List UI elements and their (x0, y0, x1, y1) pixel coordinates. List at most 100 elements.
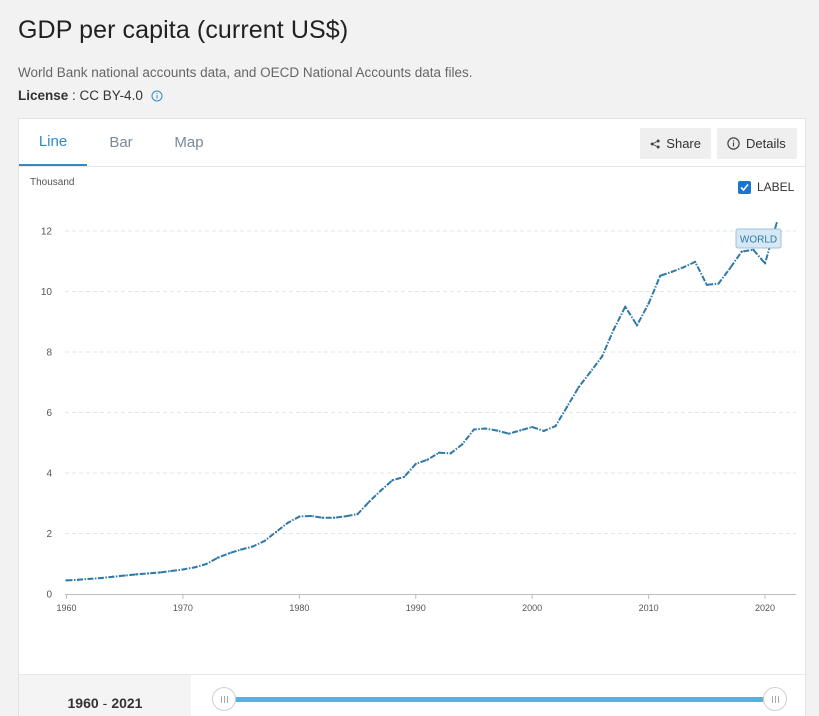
data-point (333, 516, 336, 519)
range-display: 1960 - 2021 (19, 675, 191, 716)
info-circle-icon (727, 137, 740, 150)
y-tick-label: 0 (46, 590, 52, 601)
data-point (356, 513, 359, 516)
info-icon[interactable] (151, 90, 163, 102)
data-point (728, 267, 732, 270)
share-icon (650, 139, 660, 148)
data-point (263, 539, 266, 543)
series-layer (65, 222, 778, 582)
grip-icon (771, 695, 779, 703)
data-point (577, 385, 580, 389)
x-tick-label: 2010 (639, 603, 659, 613)
data-point (472, 428, 476, 431)
grip-icon (220, 695, 228, 703)
data-point (100, 576, 103, 580)
source-note: World Bank national accounts data, and O… (18, 65, 473, 80)
axis-layer: Thousand 0 2 4 6 8 10 12 1960 1970 1980 1990 2000 201… (30, 177, 796, 613)
label-checkbox[interactable] (738, 180, 751, 194)
y-tick-label: 12 (41, 227, 53, 238)
chart-panel: Line Bar Map Share Details Thousand 0 2 4 6 8… (18, 118, 806, 716)
data-point (298, 515, 301, 518)
data-point (286, 521, 289, 525)
x-tick-label: 2020 (755, 603, 775, 613)
page-title: GDP per capita (current US$) (18, 16, 349, 44)
x-tick-label: 1970 (173, 603, 193, 613)
data-point (647, 302, 650, 305)
data-point (717, 282, 720, 285)
label-toggle[interactable]: LABEL (738, 180, 794, 194)
data-point (694, 260, 697, 263)
range-footer: 1960 - 2021 (19, 674, 805, 716)
data-point (589, 370, 592, 374)
tab-divider (19, 166, 805, 167)
data-point (752, 248, 755, 251)
data-point (158, 571, 161, 574)
data-point (519, 429, 522, 432)
data-point (763, 262, 767, 265)
x-tick-label: 1960 (56, 603, 76, 613)
data-point (379, 489, 382, 492)
share-button[interactable]: Share (640, 128, 711, 159)
data-point (368, 500, 371, 503)
data-point (88, 577, 91, 580)
tab-map[interactable]: Map (174, 134, 204, 151)
y-axis-title: Thousand (30, 177, 74, 188)
data-point (484, 427, 487, 430)
label-toggle-text: LABEL (757, 180, 795, 194)
data-point (612, 328, 615, 331)
range-slider-track[interactable] (224, 697, 779, 702)
data-point (635, 324, 639, 327)
data-point (531, 425, 534, 429)
label-layer: WORLD (735, 228, 782, 249)
data-point (391, 479, 394, 482)
range-end: 2021 (111, 694, 143, 711)
y-tick-label: 10 (41, 287, 53, 298)
data-point (565, 405, 569, 408)
data-point (205, 562, 208, 566)
data-point (216, 556, 219, 559)
details-label: Details (746, 136, 786, 151)
y-tick-label: 6 (46, 408, 52, 419)
data-point (228, 552, 231, 555)
series-line-world (66, 222, 778, 582)
data-point (414, 462, 417, 466)
data-point (461, 443, 464, 446)
data-point (449, 452, 452, 455)
check-icon (740, 183, 749, 191)
x-tick-label: 2000 (522, 603, 542, 613)
data-point (274, 530, 278, 534)
data-point (146, 572, 150, 575)
tab-line[interactable]: Line (19, 119, 87, 166)
data-point (135, 573, 138, 576)
data-point (682, 266, 685, 269)
series-label-world: WORLD (735, 228, 782, 249)
license-label: License (18, 88, 69, 103)
range-start: 1960 (67, 694, 99, 711)
data-point (740, 250, 743, 253)
details-button[interactable]: Details (717, 128, 797, 159)
license-value: CC BY-4.0 (79, 88, 143, 103)
data-point (170, 569, 173, 573)
license-separator: : (68, 88, 80, 103)
grid-layer (65, 230, 796, 534)
data-point (554, 425, 557, 428)
y-tick-label: 8 (46, 348, 52, 359)
data-point (403, 475, 406, 479)
data-point (659, 274, 662, 277)
data-point (111, 575, 115, 578)
data-point (542, 429, 545, 433)
data-point (309, 514, 313, 518)
tab-bar[interactable]: Bar (109, 134, 133, 151)
view-tabs: Line Bar Map (19, 119, 223, 167)
data-point (670, 270, 673, 273)
range-slider-start-handle[interactable] (212, 687, 236, 711)
data-point (437, 451, 441, 454)
data-point (775, 222, 778, 225)
data-point (426, 458, 429, 461)
data-point (600, 355, 604, 358)
range-slider-end-handle[interactable] (763, 687, 787, 711)
line-chart: Thousand 0 2 4 6 8 10 12 1960 1970 1980 1990 2000 201… (30, 177, 796, 613)
data-point (321, 516, 324, 519)
data-point (344, 515, 347, 518)
data-point (123, 574, 126, 577)
